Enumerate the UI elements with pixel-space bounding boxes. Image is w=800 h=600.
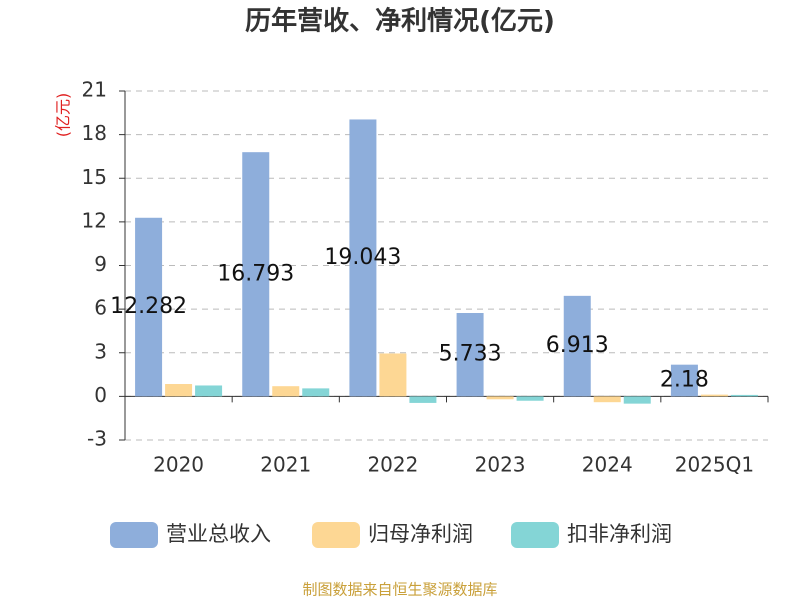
x-tick-label: 2020 — [153, 453, 204, 477]
bar — [302, 388, 330, 397]
data-label: 5.733 — [439, 342, 502, 367]
bar — [563, 295, 591, 397]
y-tick-label: 6 — [94, 296, 107, 320]
x-tick-label: 2025Q1 — [675, 453, 754, 477]
source-note: 制图数据来自恒生聚源数据库 — [302, 581, 497, 599]
bar — [700, 394, 728, 397]
legend-label: 营业总收入 — [166, 522, 271, 546]
bar — [409, 396, 437, 403]
bar — [670, 364, 698, 397]
legend-label: 归母净利润 — [368, 522, 473, 546]
x-tick-label: 2021 — [260, 453, 311, 477]
bar — [349, 119, 377, 397]
bar — [730, 394, 758, 397]
bar — [165, 384, 193, 397]
data-label: 12.282 — [110, 294, 187, 319]
x-tick-label: 2022 — [367, 453, 418, 477]
y-axis-label: (亿元) — [54, 93, 73, 138]
bar — [623, 396, 651, 404]
bar — [516, 396, 544, 401]
y-tick-label: 15 — [82, 165, 107, 189]
data-label: 2.18 — [660, 368, 709, 393]
y-tick-label: -3 — [87, 427, 107, 451]
y-tick-label: 12 — [82, 208, 107, 232]
bar — [486, 396, 514, 400]
x-tick-label: 2023 — [475, 453, 526, 477]
data-label: 16.793 — [217, 261, 294, 286]
y-tick-label: 18 — [82, 121, 107, 145]
bar — [195, 385, 223, 397]
bar — [456, 313, 484, 397]
x-tick-label: 2024 — [582, 453, 633, 477]
bar — [242, 152, 270, 397]
data-label: 19.043 — [324, 245, 401, 270]
y-tick-label: 3 — [94, 339, 107, 363]
y-tick-label: 9 — [94, 252, 107, 276]
legend-swatch — [312, 522, 360, 548]
bar — [593, 396, 621, 403]
data-label: 6.913 — [546, 333, 609, 358]
chart-title: 历年营收、净利情况(亿元) — [245, 6, 555, 37]
bar — [379, 353, 407, 397]
legend-swatch — [110, 522, 158, 548]
y-tick-label: 21 — [82, 78, 107, 102]
bar — [135, 217, 163, 397]
y-tick-label: 0 — [94, 383, 107, 407]
legend-label: 扣非净利润 — [567, 522, 672, 546]
bar — [272, 386, 300, 397]
legend-swatch — [511, 522, 559, 548]
